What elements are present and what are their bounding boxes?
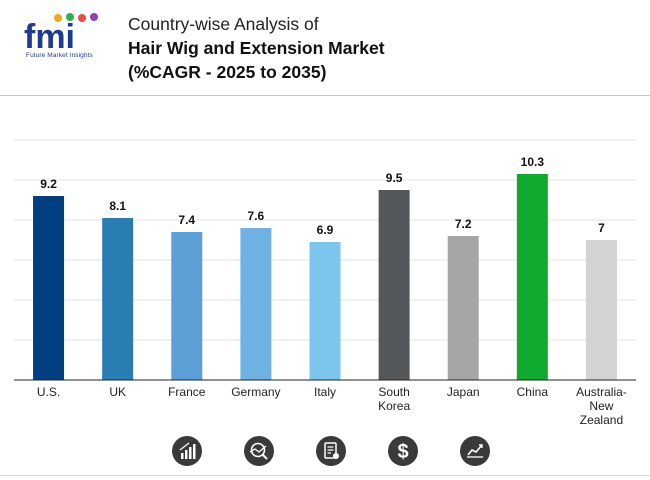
bar [447,236,479,380]
data-label: 8.1 [109,199,126,213]
x-tick-label: France [168,385,206,399]
chart-title-line-2: Hair Wig and Extension Market [128,38,385,58]
chart-title-line-1: Country-wise Analysis of [128,14,319,34]
x-tick-label: China [517,385,549,399]
x-tick-label: Australia- [576,385,627,399]
x-tick-label: South [378,385,409,399]
data-label: 10.3 [521,155,545,169]
logo-text: fmi [24,18,75,52]
x-tick-label: Italy [314,385,336,399]
bar [516,174,548,380]
bar-chart-icon [172,436,202,466]
x-tick-label: Korea [378,399,410,413]
x-tick-label: U.S. [37,385,60,399]
bar [102,218,134,380]
bar [171,232,203,380]
report-icon [316,436,346,466]
bar [378,190,410,380]
x-tick-label: Germany [231,385,280,399]
trend-icon [460,436,490,466]
logo-subtext: Future Market Insights [26,52,93,59]
x-tick-label: Japan [447,385,480,399]
data-label: 9.5 [386,171,403,185]
chart-title-line-3: (%CAGR - 2025 to 2035) [128,62,327,82]
fmi-logo: fmi Future Market Insights [22,12,112,64]
data-label: 7 [598,221,605,235]
footer-divider [0,475,650,476]
data-label: 7.4 [178,213,195,227]
data-label: 9.2 [40,177,57,191]
svg-text:$: $ [397,441,408,463]
x-tick-label: UK [109,385,126,399]
bar-chart: 9.2 U.S. 8.1 UK 7.4 France 7.6 Germany 6.9 Italy 9… [14,139,636,427]
data-label: 7.2 [455,217,472,231]
x-tick-label: Zealand [580,413,623,427]
dollar-icon: $ [388,436,418,466]
data-label: 6.9 [317,223,334,237]
header-divider [0,95,650,96]
header: fmi Future Market Insights Country-wise … [0,0,650,95]
data-label: 7.6 [248,209,265,223]
bar [33,196,65,380]
footer-icon-row: $ [0,436,650,470]
bar [240,228,272,380]
bar [585,240,617,380]
bar [309,242,341,380]
x-tick-label: New [589,399,613,413]
analytics-icon [244,436,274,466]
logo-mark-icon: fmi [24,13,98,52]
